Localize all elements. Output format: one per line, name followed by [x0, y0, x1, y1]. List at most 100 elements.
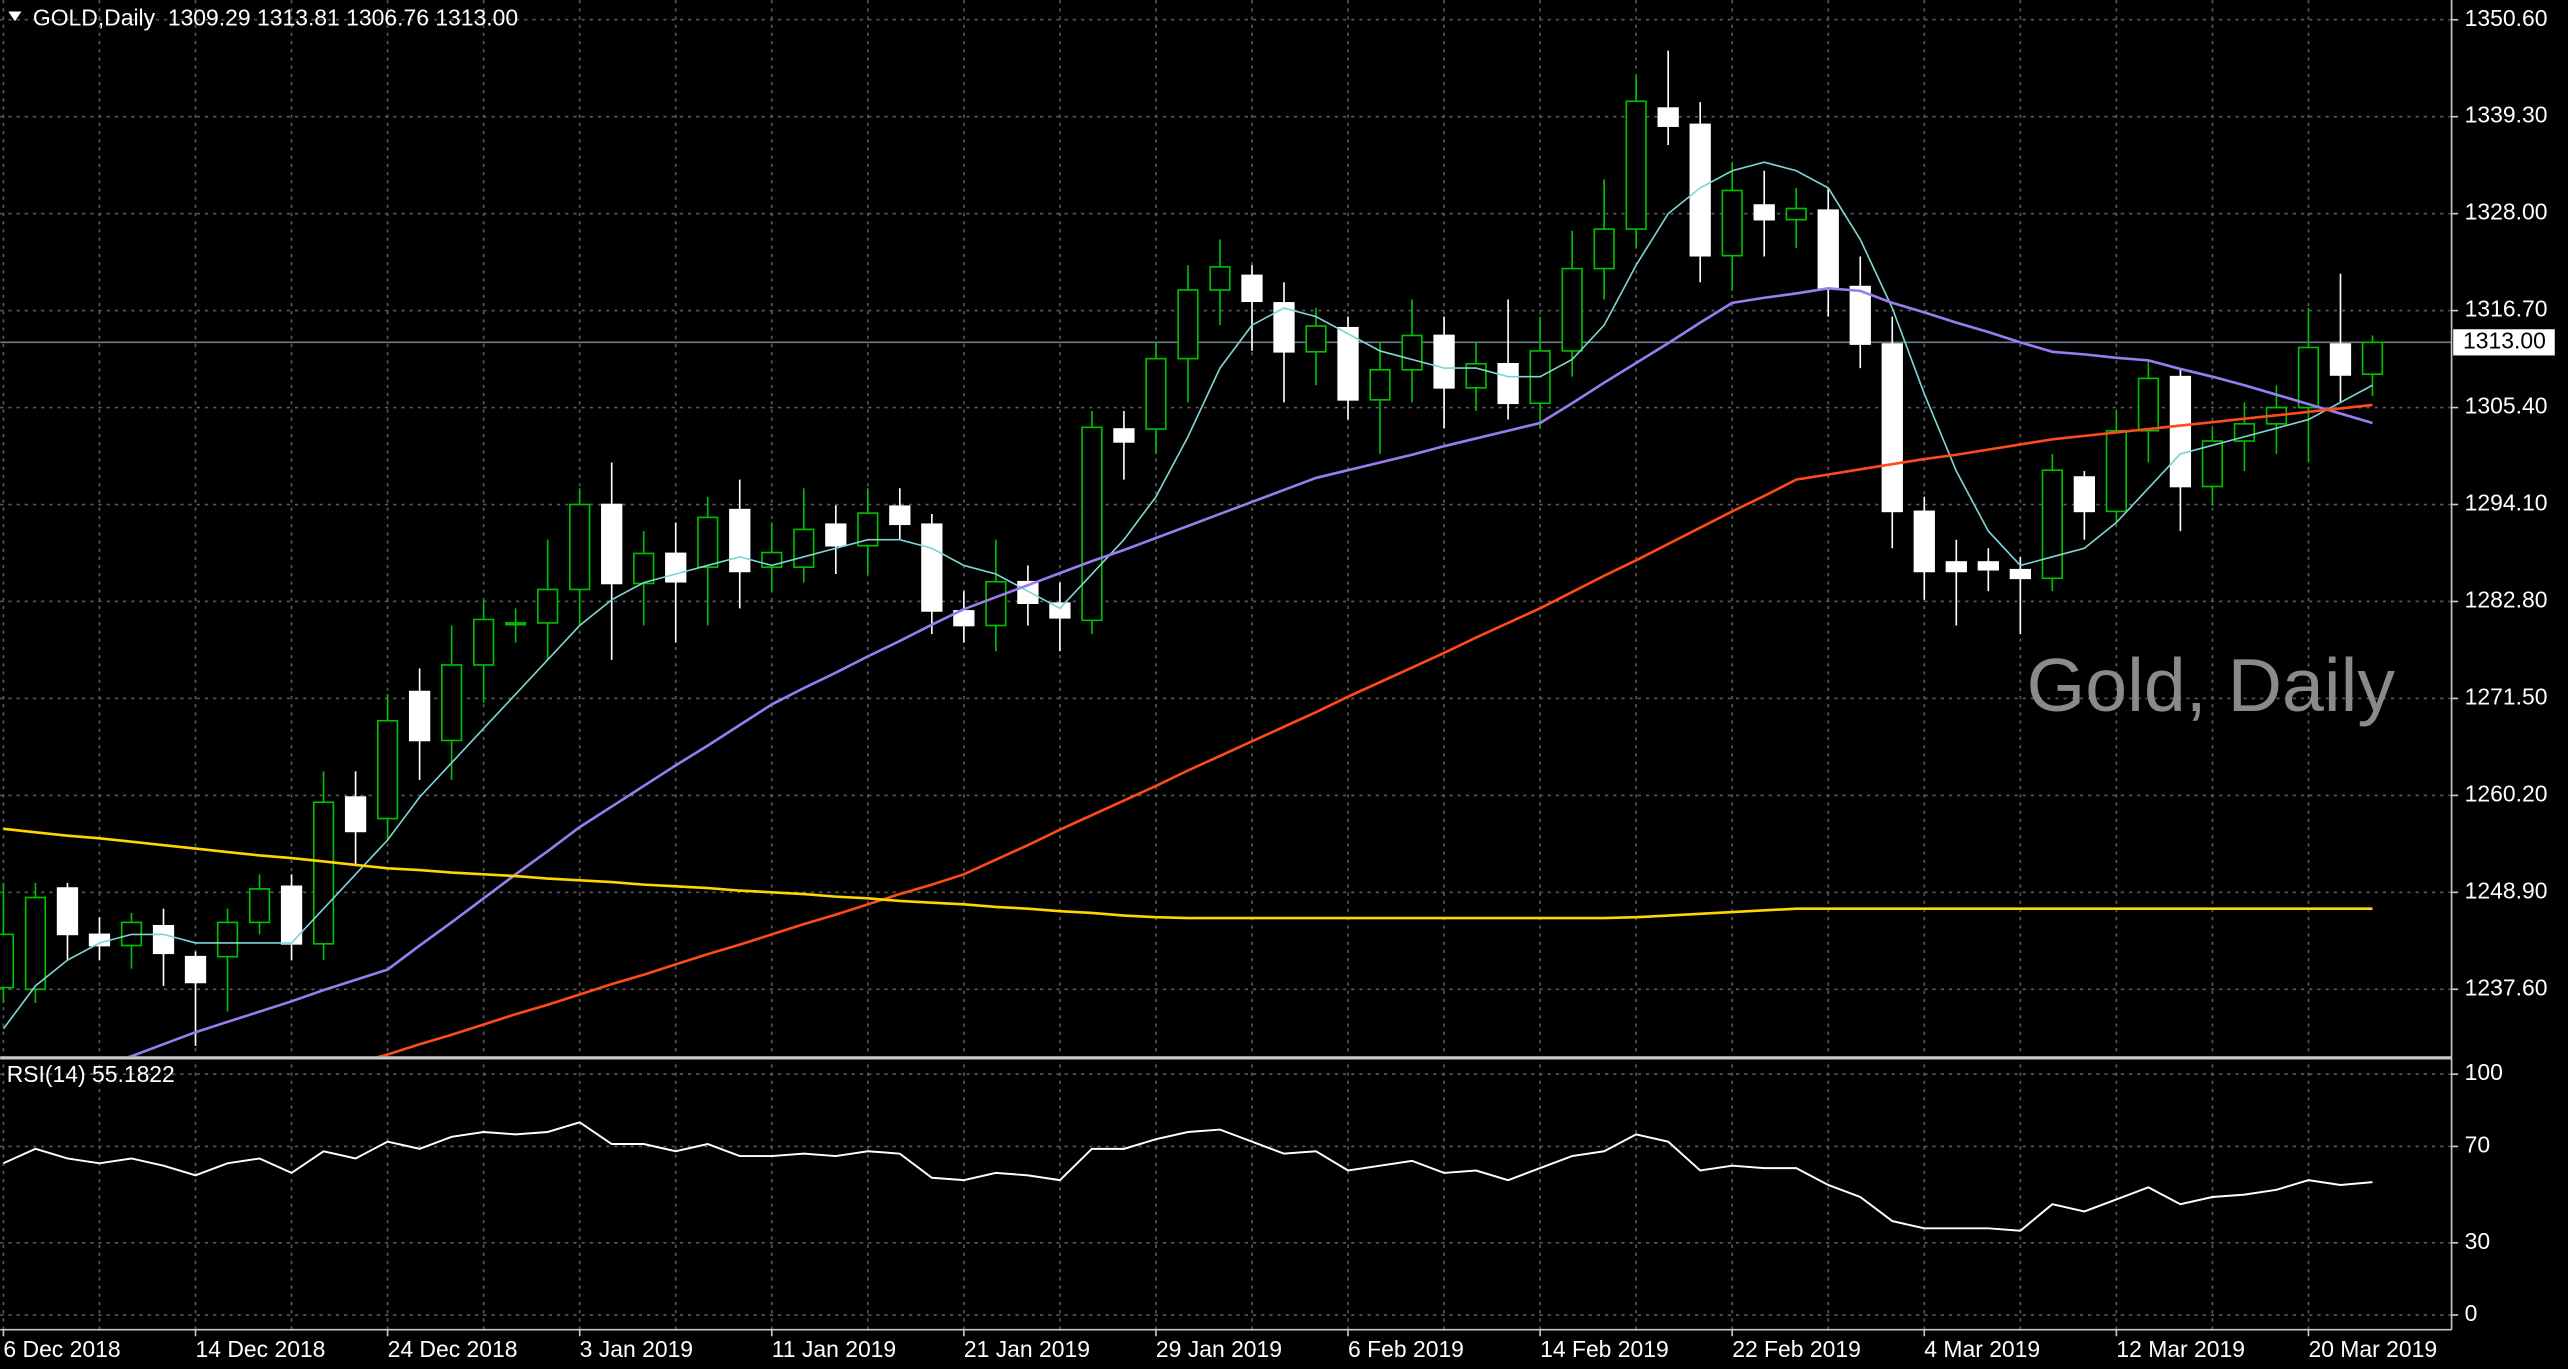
candle-body — [1849, 285, 1871, 345]
y-tick-label: 1237.60 — [2465, 974, 2548, 1000]
x-tick-label: 3 Jan 2019 — [580, 1336, 693, 1362]
candle-body — [216, 921, 239, 958]
candle-body — [312, 801, 335, 945]
candle-body — [1977, 561, 1999, 571]
candle-body — [1113, 428, 1135, 443]
candle-body — [1657, 107, 1679, 127]
candle-body — [1721, 189, 1743, 257]
candle-body — [2137, 377, 2160, 432]
candle-body — [1817, 209, 1839, 290]
candle-body — [2361, 341, 2384, 376]
x-tick-label: 12 Mar 2019 — [2116, 1336, 2245, 1362]
candle-body — [1433, 334, 1455, 389]
candle-body — [505, 622, 527, 626]
candle-body — [1145, 357, 1167, 430]
candle-body — [2233, 423, 2256, 442]
candle-body — [569, 503, 591, 591]
y-tick-label: 1328.00 — [2465, 199, 2548, 225]
candle-body — [1945, 561, 1967, 573]
candle-body — [1049, 602, 1071, 619]
y-tick-label: 0 — [2465, 1300, 2478, 1326]
candle-body — [2169, 375, 2192, 488]
candle-body — [184, 955, 207, 984]
line — [376, 403, 2373, 1057]
candle-body — [1241, 274, 1263, 302]
candle-body — [921, 523, 943, 612]
y-tick-label: 1282.80 — [2465, 587, 2548, 613]
candle-body — [1497, 362, 1519, 405]
x-tick-label: 24 Dec 2018 — [388, 1336, 518, 1362]
chart-header: GOLD,Daily 1309.29 1313.81 1306.76 1313.… — [33, 5, 518, 31]
menu-arrow[interactable] — [8, 11, 22, 22]
x-tick-label: 6 Feb 2019 — [1348, 1336, 1464, 1362]
x-tick-label: 14 Dec 2018 — [196, 1336, 326, 1362]
line — [3, 827, 2373, 920]
y-tick-label: 70 — [2465, 1131, 2490, 1157]
candle-body — [248, 888, 271, 924]
candle-body — [889, 505, 911, 526]
x-tick-label: 22 Feb 2019 — [1732, 1336, 1861, 1362]
y-tick-label: 1350.60 — [2465, 5, 2548, 31]
candle-body — [2297, 346, 2320, 409]
x-tick-label: 11 Jan 2019 — [772, 1336, 896, 1362]
candle-body — [1081, 426, 1103, 622]
y-tick-label: 1294.10 — [2465, 490, 2548, 516]
candle-body — [2105, 429, 2128, 513]
last-price-label: 1313.00 — [2463, 327, 2546, 353]
y-tick-label: 1248.90 — [2465, 877, 2548, 903]
grid — [0, 0, 2452, 1330]
y-tick-label: 100 — [2465, 1059, 2503, 1085]
x-tick-label: 21 Jan 2019 — [964, 1336, 1090, 1362]
candle-body — [825, 523, 847, 547]
candle-body — [152, 924, 175, 955]
candle-body — [537, 588, 559, 624]
candle-body — [633, 552, 655, 585]
watermark: Gold, Daily — [2027, 643, 2396, 727]
x-tick-label: 20 Mar 2019 — [2308, 1336, 2437, 1362]
candle-body — [2201, 440, 2224, 488]
candle-body — [1305, 325, 1327, 353]
candle-body — [985, 580, 1007, 627]
x-tick-label: 29 Jan 2019 — [1156, 1336, 1282, 1362]
y-tick-label: 1305.40 — [2465, 393, 2548, 419]
line — [3, 1121, 2373, 1232]
candle-body — [729, 508, 751, 573]
rsi-plot — [3, 1121, 2373, 1232]
line — [2, 161, 2373, 1030]
candle-body — [1369, 368, 1391, 401]
price-plot — [0, 50, 2452, 1057]
candle-body — [1337, 326, 1359, 401]
x-tick-label: 14 Feb 2019 — [1540, 1336, 1669, 1362]
candle-body — [1401, 334, 1423, 371]
last-price-box — [2453, 329, 2555, 356]
candle-body — [2329, 343, 2352, 376]
y-tick-label: 1260.20 — [2465, 780, 2548, 806]
candle-body — [440, 664, 463, 742]
candle-body — [1561, 267, 1583, 352]
candle-body — [280, 885, 303, 945]
candle-body — [472, 618, 495, 666]
candle-body — [0, 933, 15, 989]
y-tick-label: 1339.30 — [2465, 102, 2548, 128]
candle-body — [2041, 469, 2063, 580]
candle-body — [376, 719, 399, 820]
candle-body — [1593, 228, 1615, 270]
candle-body — [1625, 100, 1647, 230]
candle-body — [344, 796, 367, 833]
candle-body — [1753, 204, 1775, 221]
candle-body — [1273, 302, 1295, 353]
candle-body — [601, 503, 623, 585]
rsi-title: RSI(14) 55.1822 — [7, 1061, 175, 1087]
candle-body — [1209, 266, 1231, 291]
candle-body — [793, 528, 815, 568]
candle-body — [665, 552, 687, 583]
y-tick-label: 1316.70 — [2465, 296, 2548, 322]
candle-body — [857, 512, 879, 547]
candle-body — [1177, 289, 1199, 360]
candle-body — [1913, 510, 1935, 573]
candle-body — [408, 690, 431, 742]
y-tick-label: 1271.50 — [2465, 683, 2548, 709]
